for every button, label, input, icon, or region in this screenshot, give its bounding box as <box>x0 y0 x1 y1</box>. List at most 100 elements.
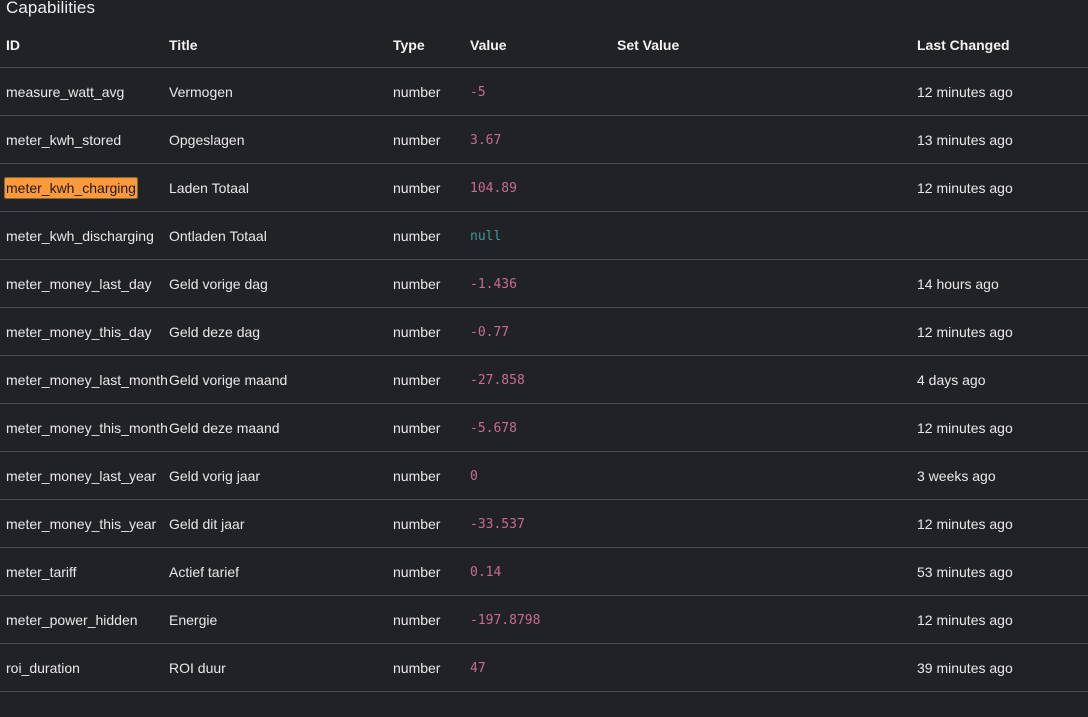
capability-id: meter_money_last_month <box>6 371 168 388</box>
table-row[interactable]: measure_watt_avg Vermogen number -5 12 minut… <box>0 67 1088 116</box>
cell-type: number <box>393 595 470 644</box>
capability-id: meter_money_this_year <box>6 515 157 532</box>
capability-value: 3.67 <box>470 132 502 148</box>
cell-value: -27.858 <box>470 355 617 404</box>
cell-id[interactable]: measure_watt_avg <box>0 67 169 116</box>
cell-set-value[interactable] <box>617 211 917 260</box>
capability-value: -5.678 <box>470 420 517 436</box>
column-header-last-changed[interactable]: Last Changed <box>917 36 1088 68</box>
cell-set-value[interactable] <box>617 355 917 404</box>
capability-id: meter_money_this_month <box>6 419 168 436</box>
cell-value: null <box>470 211 617 260</box>
table-row[interactable]: meter_kwh_discharging Ontladen Totaal numb… <box>0 211 1088 260</box>
cell-id[interactable]: meter_tariff <box>0 547 169 596</box>
cell-type: number <box>393 163 470 212</box>
cell-title: ROI duur <box>169 643 393 692</box>
cell-set-value[interactable] <box>617 163 917 212</box>
capability-id: meter_kwh_stored <box>6 131 122 148</box>
capability-value: 47 <box>470 660 486 676</box>
cell-id[interactable]: meter_kwh_discharging <box>0 211 169 260</box>
table-row[interactable]: meter_money_last_year Geld vorig jaar numb… <box>0 451 1088 500</box>
cell-title: Laden Totaal <box>169 163 393 212</box>
cell-set-value[interactable] <box>617 259 917 308</box>
cell-title: Geld vorig jaar <box>169 451 393 500</box>
capability-value: -1.436 <box>470 276 517 292</box>
cell-id[interactable]: meter_money_this_year <box>0 499 169 548</box>
cell-value: -1.436 <box>470 259 617 308</box>
page-title: Capabilities <box>6 0 96 17</box>
column-header-set-value[interactable]: Set Value <box>617 36 917 68</box>
capability-id: meter_money_last_year <box>6 467 157 484</box>
column-header-title[interactable]: Title <box>169 36 393 68</box>
table-row[interactable]: meter_money_this_year Geld dit jaar number… <box>0 499 1088 548</box>
cell-type: number <box>393 499 470 548</box>
cell-set-value[interactable] <box>617 643 917 692</box>
cell-value: -5 <box>470 67 617 116</box>
table-header-row: ID Title Type Value Set Value Last Chang… <box>0 36 1088 68</box>
cell-id[interactable]: meter_money_this_month <box>0 403 169 452</box>
cell-id[interactable]: meter_kwh_stored <box>0 115 169 164</box>
cell-type: number <box>393 451 470 500</box>
table-row[interactable]: meter_power_hidden Energie number -197.8798… <box>0 595 1088 644</box>
capability-value: -197.8798 <box>470 612 541 628</box>
capability-value: 0.14 <box>470 564 502 580</box>
cell-id[interactable]: meter_money_last_month <box>0 355 169 404</box>
table-row[interactable]: meter_money_this_day Geld deze dag number -… <box>0 307 1088 356</box>
capability-value: -5 <box>470 84 486 100</box>
cell-id[interactable]: roi_duration <box>0 643 169 692</box>
column-header-value[interactable]: Value <box>470 36 617 68</box>
capability-value: null <box>470 228 502 244</box>
cell-set-value[interactable] <box>617 451 917 500</box>
cell-id[interactable]: meter_power_hidden <box>0 595 169 644</box>
cell-type: number <box>393 403 470 452</box>
cell-set-value[interactable] <box>617 67 917 116</box>
cell-title: Geld deze dag <box>169 307 393 356</box>
cell-id[interactable]: meter_kwh_charging <box>0 163 169 212</box>
cell-type: number <box>393 643 470 692</box>
cell-value: -33.537 <box>470 499 617 548</box>
capability-value: 104.89 <box>470 180 517 196</box>
table-row[interactable]: meter_money_last_day Geld vorige dag numbe… <box>0 259 1088 308</box>
cell-last-changed: 39 minutes ago <box>917 643 1088 692</box>
capabilities-table: ID Title Type Value Set Value Last Chang… <box>0 36 1088 692</box>
cell-type: number <box>393 211 470 260</box>
cell-value: -0.77 <box>470 307 617 356</box>
cell-id[interactable]: meter_money_this_day <box>0 307 169 356</box>
table-row[interactable]: meter_money_last_month Geld vorige maand n… <box>0 355 1088 404</box>
table-row[interactable]: meter_tariff Actief tarief number 0.14 53 mi… <box>0 547 1088 596</box>
cell-set-value[interactable] <box>617 403 917 452</box>
cell-title: Geld vorige maand <box>169 355 393 404</box>
table-row[interactable]: roi_duration ROI duur number 47 39 minutes a… <box>0 643 1088 692</box>
column-header-type[interactable]: Type <box>393 36 470 68</box>
cell-value: 3.67 <box>470 115 617 164</box>
cell-value: -5.678 <box>470 403 617 452</box>
cell-last-changed: 12 minutes ago <box>917 163 1088 212</box>
cell-id[interactable]: meter_money_last_day <box>0 259 169 308</box>
capability-value: -27.858 <box>470 372 525 388</box>
capability-id: meter_kwh_discharging <box>6 227 154 244</box>
capability-id-highlighted: meter_kwh_charging <box>4 176 138 199</box>
cell-value: -197.8798 <box>470 595 617 644</box>
cell-set-value[interactable] <box>617 499 917 548</box>
cell-last-changed: 12 minutes ago <box>917 307 1088 356</box>
table-row[interactable]: meter_kwh_charging Laden Totaal number 104.… <box>0 163 1088 212</box>
capability-value: -0.77 <box>470 324 510 340</box>
cell-set-value[interactable] <box>617 307 917 356</box>
capability-id: roi_duration <box>6 659 80 676</box>
cell-type: number <box>393 547 470 596</box>
cell-type: number <box>393 115 470 164</box>
capability-value: -33.537 <box>470 516 525 532</box>
cell-value: 0 <box>470 451 617 500</box>
cell-set-value[interactable] <box>617 595 917 644</box>
capability-id: meter_tariff <box>6 563 77 580</box>
cell-set-value[interactable] <box>617 547 917 596</box>
cell-set-value[interactable] <box>617 115 917 164</box>
cell-value: 104.89 <box>470 163 617 212</box>
cell-last-changed: 14 hours ago <box>917 259 1088 308</box>
cell-title: Vermogen <box>169 67 393 116</box>
table-row[interactable]: meter_money_this_month Geld deze maand num… <box>0 403 1088 452</box>
cell-id[interactable]: meter_money_last_year <box>0 451 169 500</box>
table-row[interactable]: meter_kwh_stored Opgeslagen number 3.67 13 m… <box>0 115 1088 164</box>
column-header-id[interactable]: ID <box>0 36 169 68</box>
